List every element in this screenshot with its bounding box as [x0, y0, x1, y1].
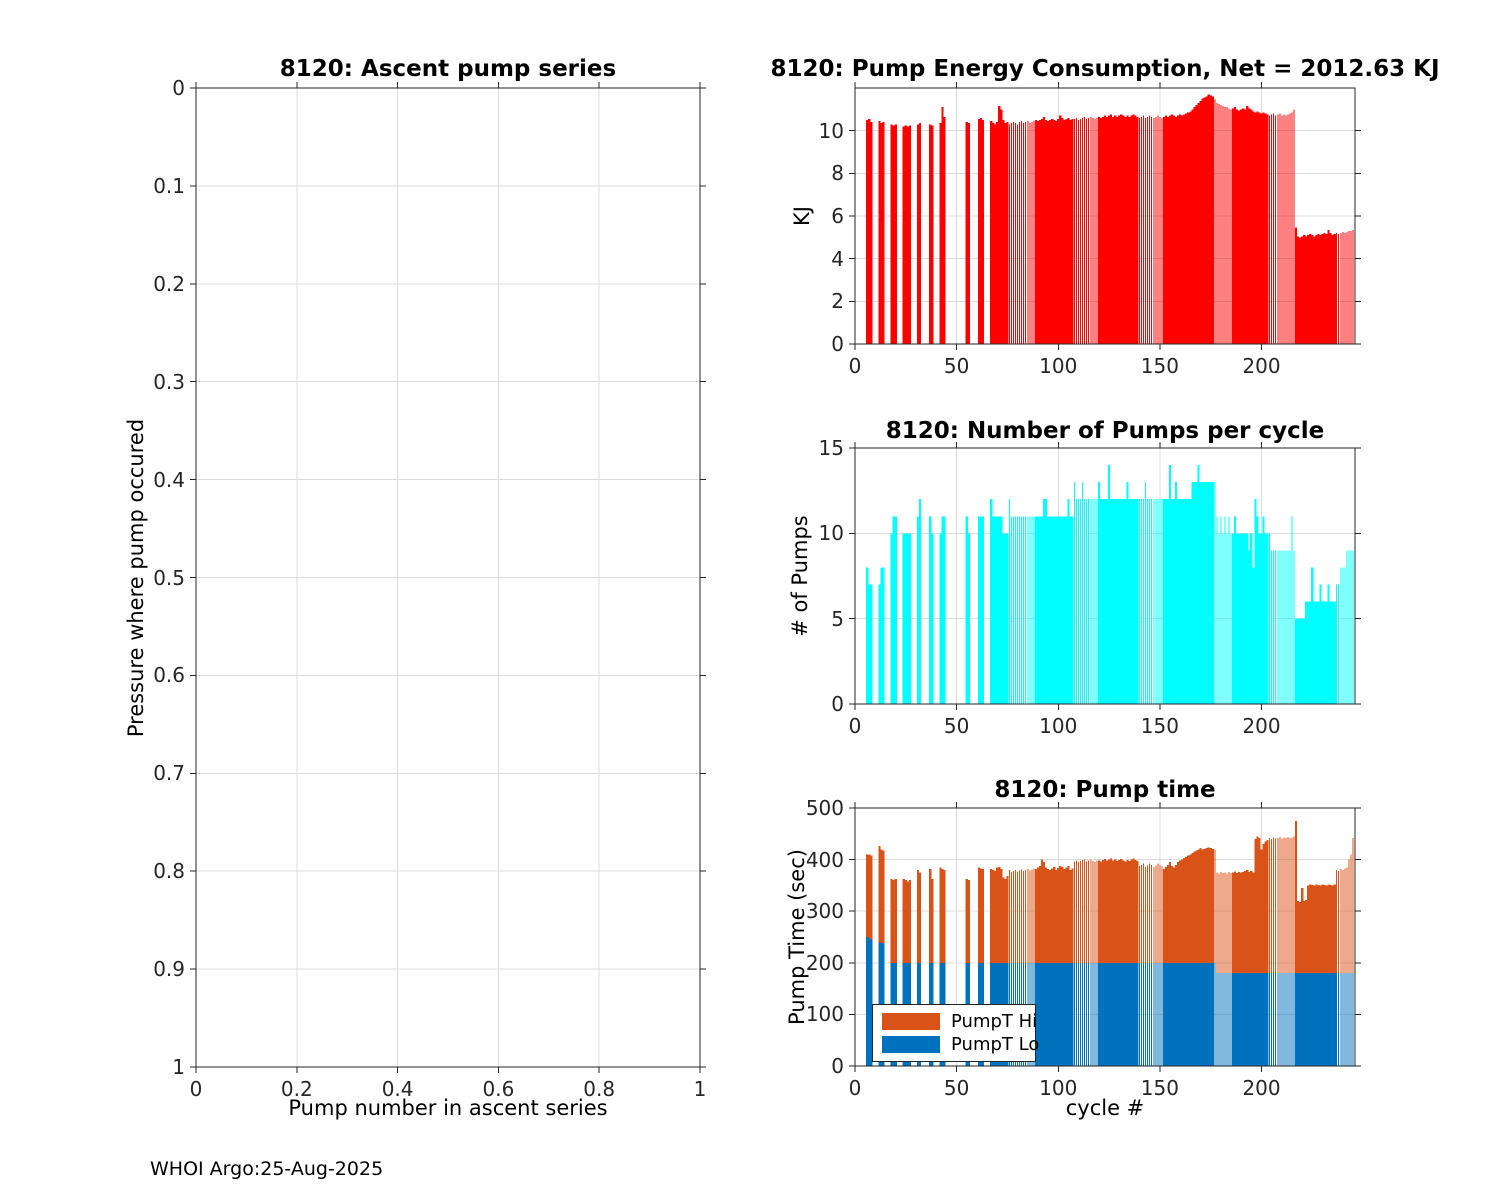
- x-tick-label: 1: [693, 1077, 707, 1101]
- x-tick-label: 0: [848, 1076, 862, 1100]
- legend-item-pumpt-hi: PumpT Hi: [882, 1011, 1037, 1032]
- y-tick-label: 0.8: [153, 859, 185, 884]
- legend-label-pumpt-lo: PumpT Lo: [951, 1034, 1040, 1055]
- y-tick-label: 0.9: [153, 957, 185, 982]
- x-tick-label: 100: [1039, 714, 1078, 738]
- y-tick-label: 0.2: [153, 271, 185, 296]
- y-tick-label: 100: [805, 1002, 844, 1027]
- y-tick-label: 0.7: [153, 761, 185, 786]
- y-tick-label: 0.3: [153, 369, 185, 394]
- x-tick-label: 200: [1242, 714, 1281, 738]
- y-tick-label: 200: [805, 950, 844, 975]
- pump-time-y-axis-label: Pump Time (sec): [785, 849, 809, 1025]
- y-tick-label: 0: [172, 76, 185, 100]
- x-tick-label: 150: [1140, 1076, 1179, 1100]
- y-tick-label: 500: [805, 796, 844, 820]
- y-tick-label: 1: [172, 1055, 185, 1079]
- pumps-per-cycle-chart-title: 8120: Number of Pumps per cycle: [885, 418, 1325, 444]
- figure-footer-text: WHOI Argo:25-Aug-2025: [150, 1158, 384, 1180]
- x-tick-label: 0.6: [482, 1077, 515, 1101]
- legend-label-pumpt-hi: PumpT Hi: [951, 1011, 1038, 1032]
- y-tick-label: 0.5: [153, 565, 185, 590]
- pump-energy-chart: [849, 82, 1361, 350]
- y-tick-label: 15: [818, 436, 844, 460]
- pump-time-chart-title: 8120: Pump time: [994, 777, 1216, 803]
- legend-item-pumpt-lo: PumpT Lo: [882, 1034, 1039, 1055]
- x-tick-label: 200: [1242, 354, 1281, 378]
- y-tick-label: 8: [831, 161, 844, 186]
- y-tick-label: 0: [831, 332, 844, 356]
- pump-time-x-axis-label: cycle #: [1065, 1096, 1145, 1120]
- y-tick-label: 0.4: [153, 467, 185, 492]
- pumps-per-cycle-chart: [849, 442, 1361, 710]
- y-tick-label: 10: [818, 521, 844, 546]
- y-tick-label: 10: [818, 118, 844, 143]
- y-tick-label: 300: [805, 899, 844, 924]
- y-tick-label: 6: [831, 204, 844, 228]
- legend-swatch-pumpt-lo: [882, 1036, 940, 1053]
- x-tick-label: 50: [943, 1076, 970, 1100]
- y-tick-label: 0.1: [153, 173, 185, 198]
- energy-y-axis-label: KJ: [790, 206, 814, 226]
- x-tick-label: 100: [1039, 354, 1078, 378]
- energy-chart-title: 8120: Pump Energy Consumption, Net = 201…: [770, 56, 1440, 82]
- x-tick-label: 0: [189, 1077, 203, 1101]
- y-tick-label: 5: [831, 606, 844, 631]
- x-tick-label: 200: [1242, 1076, 1281, 1100]
- x-tick-label: 0.2: [280, 1077, 313, 1101]
- x-tick-label: 0: [848, 714, 862, 738]
- legend-swatch-pumpt-hi: [882, 1013, 940, 1030]
- ascent-pump-series-chart: [190, 82, 706, 1073]
- y-tick-label: 0: [831, 1054, 844, 1078]
- y-tick-label: 0: [831, 692, 844, 716]
- y-tick-label: 0.6: [153, 663, 185, 688]
- y-tick-label: 2: [831, 289, 844, 314]
- x-tick-label: 150: [1140, 714, 1179, 738]
- y-tick-label: 400: [805, 847, 844, 872]
- x-tick-label: 50: [943, 714, 970, 738]
- x-tick-label: 50: [943, 354, 970, 378]
- pumps-y-axis-label: # of Pumps: [788, 515, 812, 637]
- x-tick-label: 0.8: [583, 1077, 616, 1101]
- x-tick-label: 150: [1140, 354, 1179, 378]
- ascent-y-axis-label: Pressure where pump occured: [124, 418, 148, 738]
- x-tick-label: 0: [848, 354, 862, 378]
- legend: PumpT Hi PumpT Lo: [872, 1004, 1039, 1062]
- ascent-chart-title: 8120: Ascent pump series: [279, 56, 617, 82]
- ascent-x-axis-label: Pump number in ascent series: [288, 1096, 608, 1120]
- x-tick-label: 0.4: [381, 1077, 414, 1101]
- x-tick-label: 100: [1039, 1076, 1078, 1100]
- y-tick-label: 4: [831, 246, 844, 271]
